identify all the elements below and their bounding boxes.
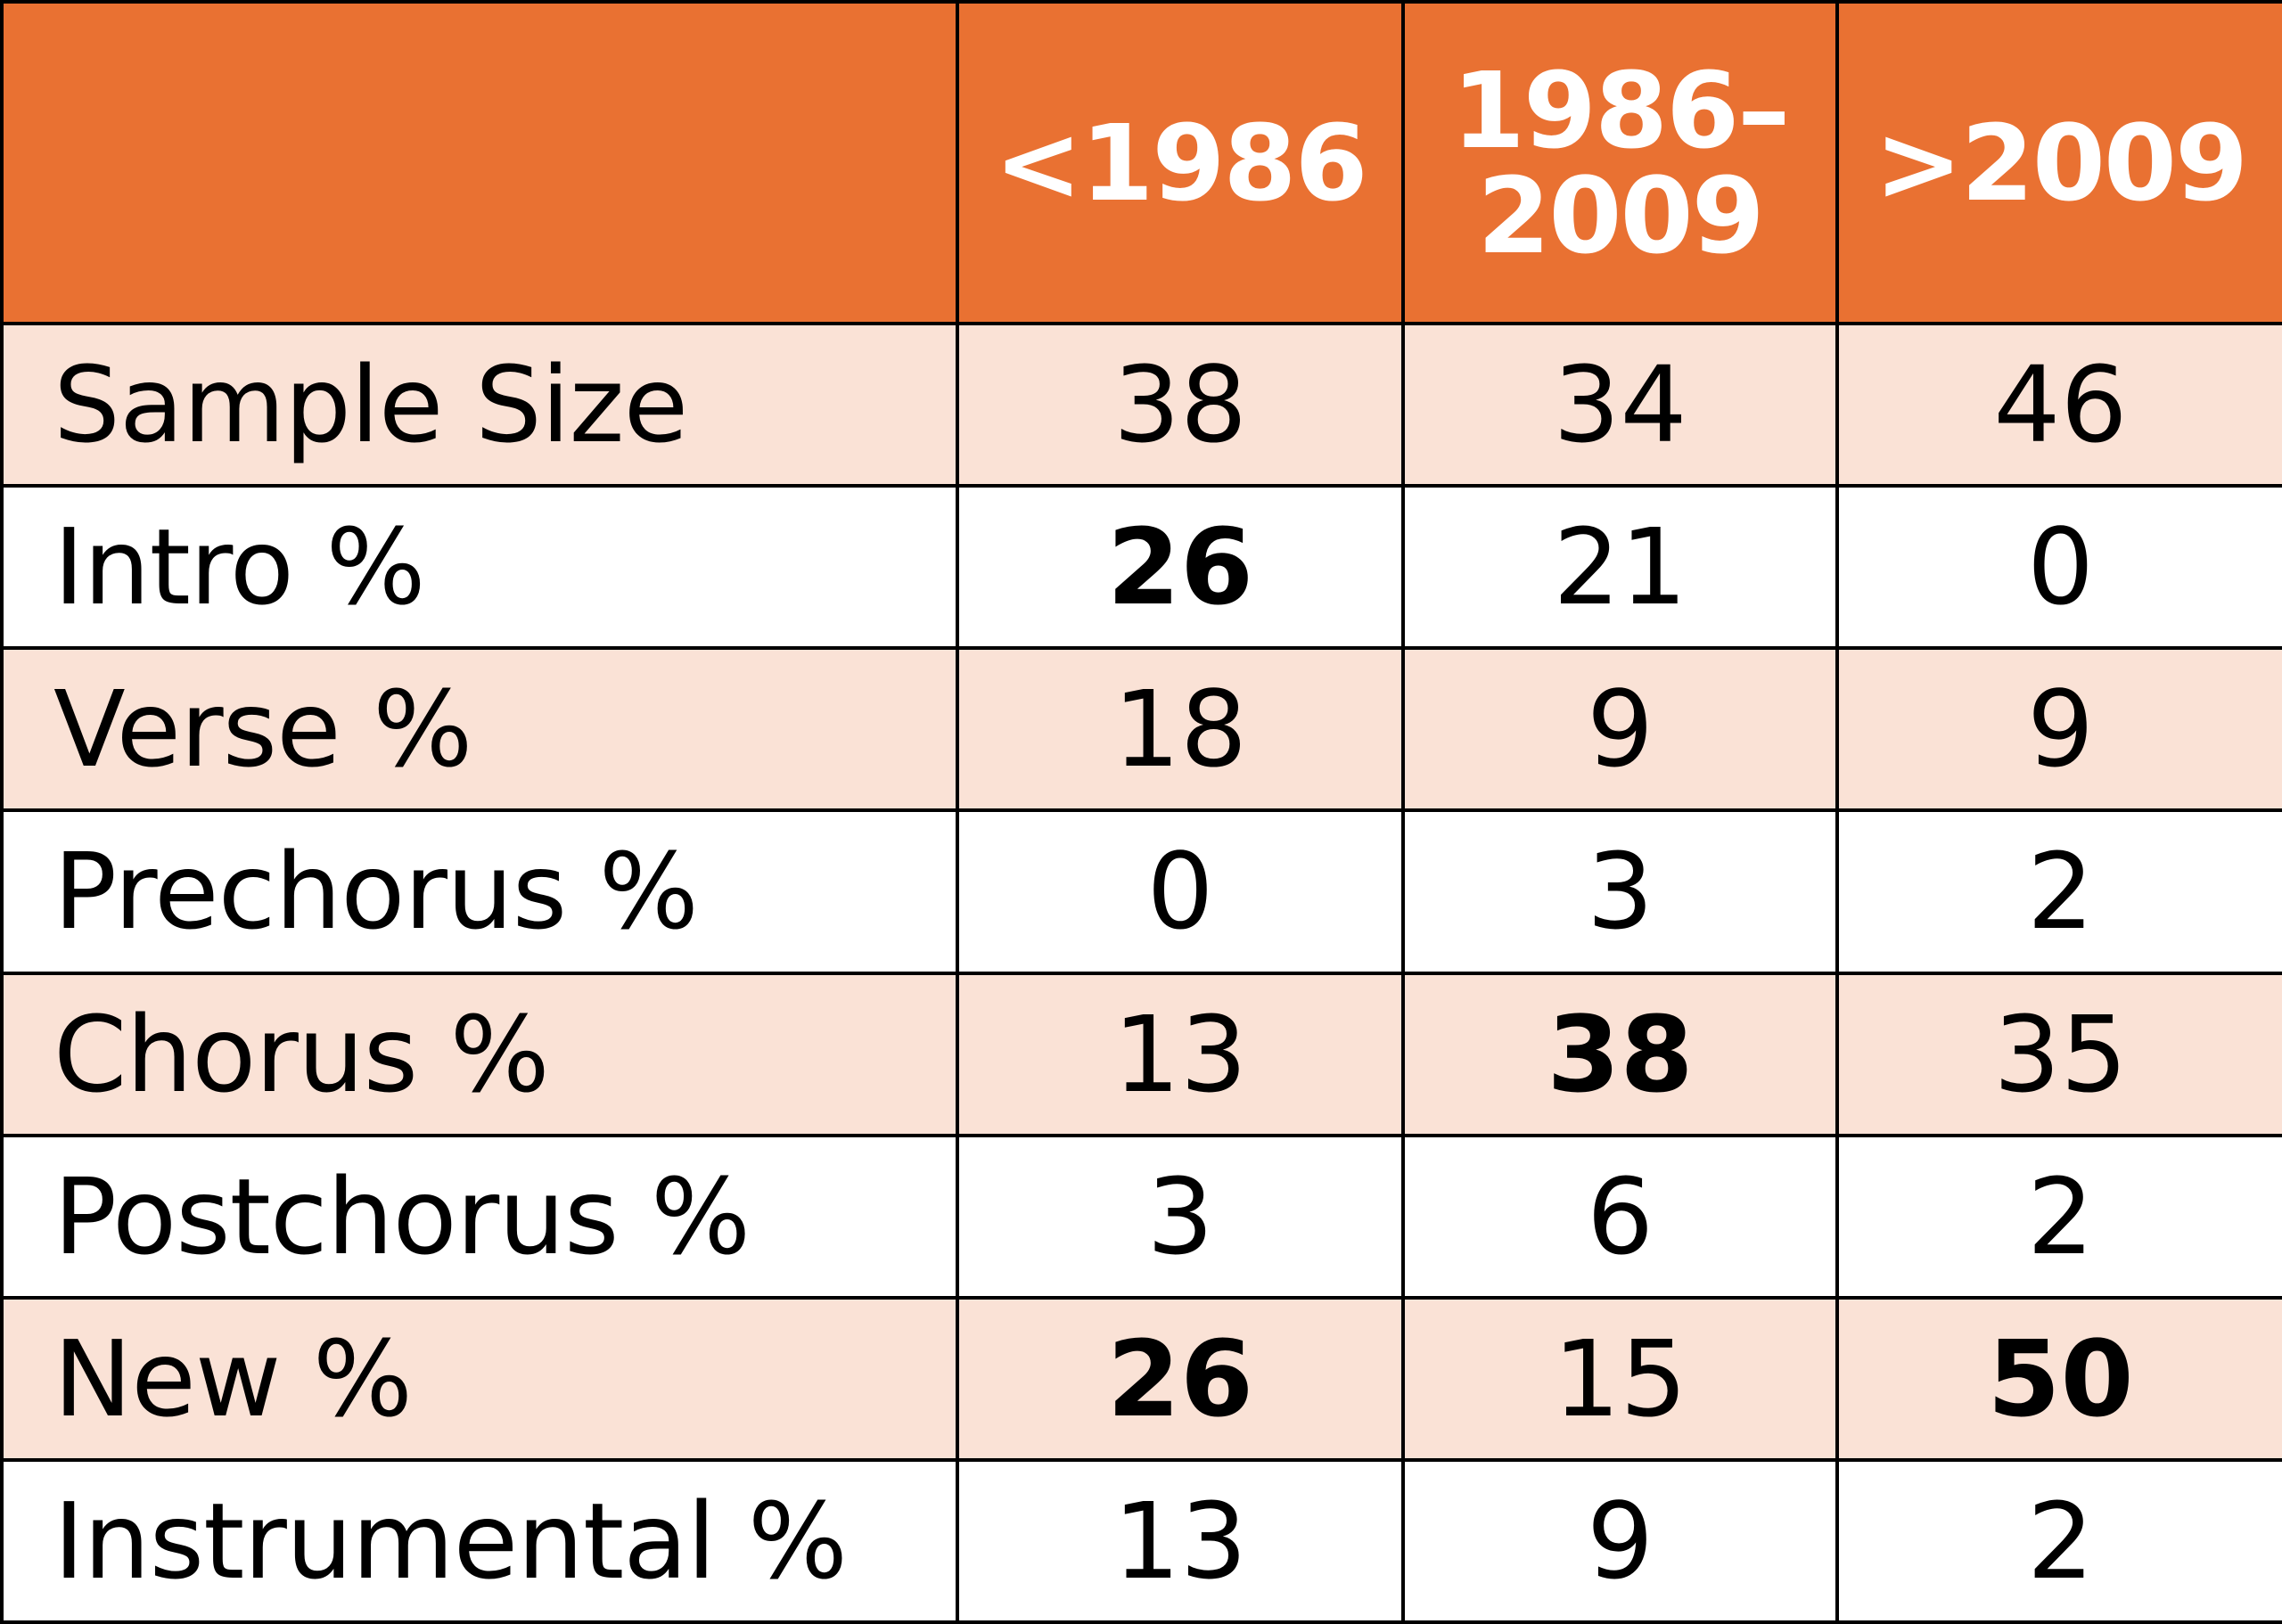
value-cell: 26: [956, 484, 1405, 651]
value-cell: 38: [956, 321, 1405, 488]
table-row: Sample Size 38 34 46: [0, 321, 2282, 488]
value-cell: 2: [1835, 1457, 2282, 1624]
row-label-cell: Intro %: [0, 484, 959, 651]
value-cell: 34: [1401, 321, 1839, 488]
column-header-pre-1986: <1986: [956, 0, 1405, 325]
value-cell: 13: [956, 971, 1405, 1137]
value-cell: 13: [956, 1457, 1405, 1624]
row-label-cell: Prechorus %: [0, 808, 959, 975]
value-cell: 26: [956, 1295, 1405, 1462]
value-cell: 0: [1835, 484, 2282, 651]
column-header-post-2009: >2009: [1835, 0, 2282, 325]
value-cell: 35: [1835, 971, 2282, 1137]
value-cell: 9: [1835, 646, 2282, 813]
value-cell: 18: [956, 646, 1405, 813]
column-header-text: >2009: [1874, 101, 2248, 225]
table-row: Verse % 18 9 9: [0, 646, 2282, 813]
value-cell: 3: [1401, 808, 1839, 975]
table-row: Chorus % 13 38 35: [0, 971, 2282, 1137]
row-label-cell: Chorus %: [0, 971, 959, 1137]
column-header-text: <1986: [994, 101, 1367, 225]
row-label-cell: Verse %: [0, 646, 959, 813]
value-cell: 2: [1835, 808, 2282, 975]
header-row: <1986 1986– 2009 >2009: [0, 0, 2282, 325]
value-cell: 3: [956, 1133, 1405, 1300]
value-cell: 21: [1401, 484, 1839, 651]
row-label-cell: Postchorus %: [0, 1133, 959, 1300]
table-row: Prechorus % 0 3 2: [0, 808, 2282, 975]
value-cell: 9: [1401, 646, 1839, 813]
column-header-1986-2009: 1986– 2009: [1401, 0, 1839, 325]
row-label-cell: Instrumental %: [0, 1457, 959, 1624]
table-row: Instrumental % 13 9 2: [0, 1457, 2282, 1624]
column-header-text-line-1: 1986–: [1451, 48, 1790, 172]
column-header-text-line-2: 2009: [1477, 153, 1764, 277]
value-cell: 2: [1835, 1133, 2282, 1300]
table-row: Intro % 26 21 0: [0, 484, 2282, 651]
corner-header-cell: [0, 0, 959, 325]
value-cell: 0: [956, 808, 1405, 975]
value-cell: 50: [1835, 1295, 2282, 1462]
value-cell: 38: [1401, 971, 1839, 1137]
table-row: New % 26 15 50: [0, 1295, 2282, 1462]
value-cell: 46: [1835, 321, 2282, 488]
value-cell: 15: [1401, 1295, 1839, 1462]
value-cell: 9: [1401, 1457, 1839, 1624]
value-cell: 6: [1401, 1133, 1839, 1300]
row-label-cell: New %: [0, 1295, 959, 1462]
table-row: Postchorus % 3 6 2: [0, 1133, 2282, 1300]
row-label-cell: Sample Size: [0, 321, 959, 488]
